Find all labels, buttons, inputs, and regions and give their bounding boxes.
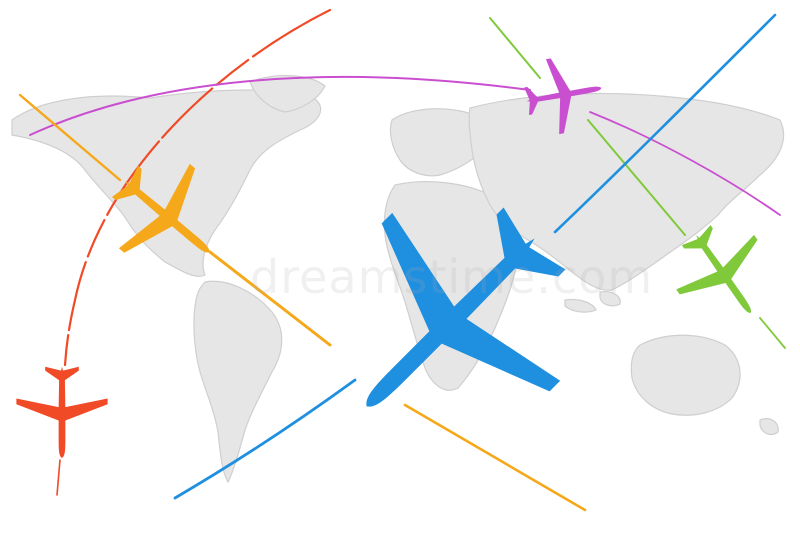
continent-south-america: [193, 280, 283, 484]
blue-flight-path-end: [173, 378, 357, 500]
blue-flight-path: [553, 13, 777, 234]
green-flight-path-mid: [587, 119, 686, 236]
continent-asia: [468, 92, 785, 291]
red-flight-path: [63, 8, 332, 367]
island: [599, 291, 621, 307]
green-flight-path-end: [759, 317, 786, 349]
orange-flight-path: [18, 93, 122, 182]
magenta-flight-path: [29, 75, 531, 136]
flight-paths: [18, 8, 786, 512]
green-flight-path: [489, 17, 541, 79]
continent-europe: [389, 108, 489, 177]
world-map: [11, 75, 785, 484]
red-flight-path-tail: [56, 459, 61, 496]
continent-australia: [630, 334, 741, 416]
watermark-text: dreamstime.com: [250, 250, 654, 304]
continent-north-america: [11, 89, 322, 277]
airplane-red-icon: [16, 366, 108, 458]
continent-greenland: [249, 75, 326, 113]
island: [564, 298, 597, 313]
orange-flight-path-mid: [208, 250, 332, 347]
island: [759, 418, 779, 436]
orange-flight-path-end: [403, 403, 587, 512]
magenta-flight-path-tail: [589, 111, 781, 216]
